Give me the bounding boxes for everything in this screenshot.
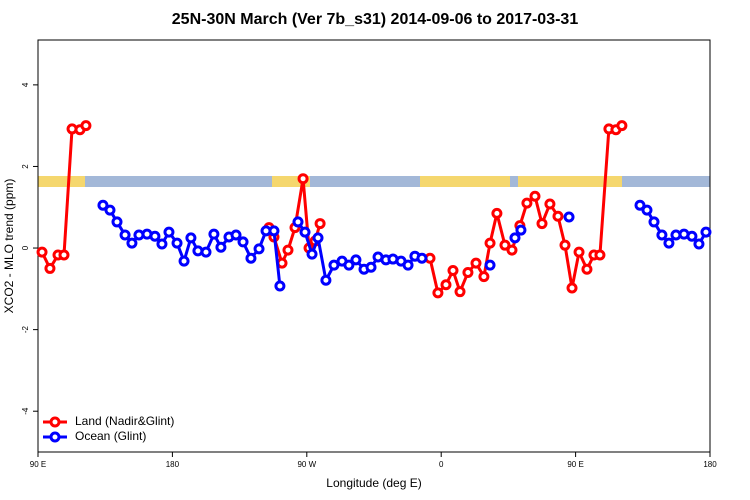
point [111,216,123,228]
point [566,282,578,294]
legend-marker [49,431,61,443]
point [686,230,698,242]
x-tick-label: 180 [166,460,180,469]
x-axis-label: Longitude (deg E) [326,476,421,490]
point [149,230,161,242]
point [237,236,249,248]
y-tick-label: 4 [21,82,30,87]
point [447,264,459,276]
point [484,237,496,249]
land-strip [272,176,310,187]
point [171,237,183,249]
point [185,232,197,244]
land-strip [38,176,85,187]
point [529,190,541,202]
point [521,197,533,209]
point [253,243,265,255]
land-strip [518,176,622,187]
point [454,286,466,298]
point [163,226,175,238]
point [432,287,444,299]
point [700,226,712,238]
point [663,237,675,249]
point [97,199,109,211]
surface-band [38,176,710,187]
point [268,225,280,237]
y-axis-label: XCO2 - MLO trend (ppm) [2,179,16,314]
point [156,238,168,250]
point [320,274,332,286]
point [536,218,548,230]
point [478,271,490,283]
point [648,216,660,228]
point [58,249,70,261]
point [365,261,377,273]
y-tick-label: -4 [21,407,30,415]
point [470,257,482,269]
point [36,246,48,258]
x-tick-label: 90 E [567,460,583,469]
point [616,120,628,132]
point [581,263,593,275]
point [641,204,653,216]
point [274,280,286,292]
point [515,224,527,236]
point [573,246,585,258]
x-tick-label: 0 [439,460,444,469]
point [634,199,646,211]
y-tick-label: -2 [21,326,30,334]
legend-marker [49,416,61,428]
point [416,252,428,264]
point [178,255,190,267]
point [552,210,564,222]
plot-frame [37,39,711,453]
point [594,249,606,261]
x-tick-label: 90 E [30,460,46,469]
y-tick-label: 2 [21,164,30,169]
point [402,259,414,271]
point [559,239,571,251]
land-strip [420,176,510,187]
series-line [102,203,708,287]
point [499,239,511,251]
point [282,244,294,256]
point [230,229,242,241]
legend-label: Land (Nadir&Glint) [75,414,174,428]
point [693,238,705,250]
point [343,259,355,271]
point [299,226,311,238]
point [491,207,503,219]
point [245,252,257,264]
chart-title: 25N-30N March (Ver 7b_s31) 2014-09-06 to… [172,11,579,28]
x-tick-label: 180 [703,460,717,469]
point [215,241,227,253]
point [292,216,304,228]
point [563,211,575,223]
x-tick-label: 90 W [297,460,316,469]
legend-label: Ocean (Glint) [75,429,146,443]
point [462,267,474,279]
point [440,279,452,291]
point [119,229,131,241]
point [328,259,340,271]
point [312,232,324,244]
point [484,259,496,271]
point [506,244,518,256]
point [126,237,138,249]
point [297,173,309,185]
point [104,204,116,216]
y-tick-label: 0 [21,245,30,250]
point [656,229,668,241]
point [306,248,318,260]
point [44,262,56,274]
point [314,218,326,230]
point [350,254,362,266]
point [208,228,220,240]
point [509,232,521,244]
point [200,246,212,258]
point [80,120,92,132]
point [544,198,556,210]
